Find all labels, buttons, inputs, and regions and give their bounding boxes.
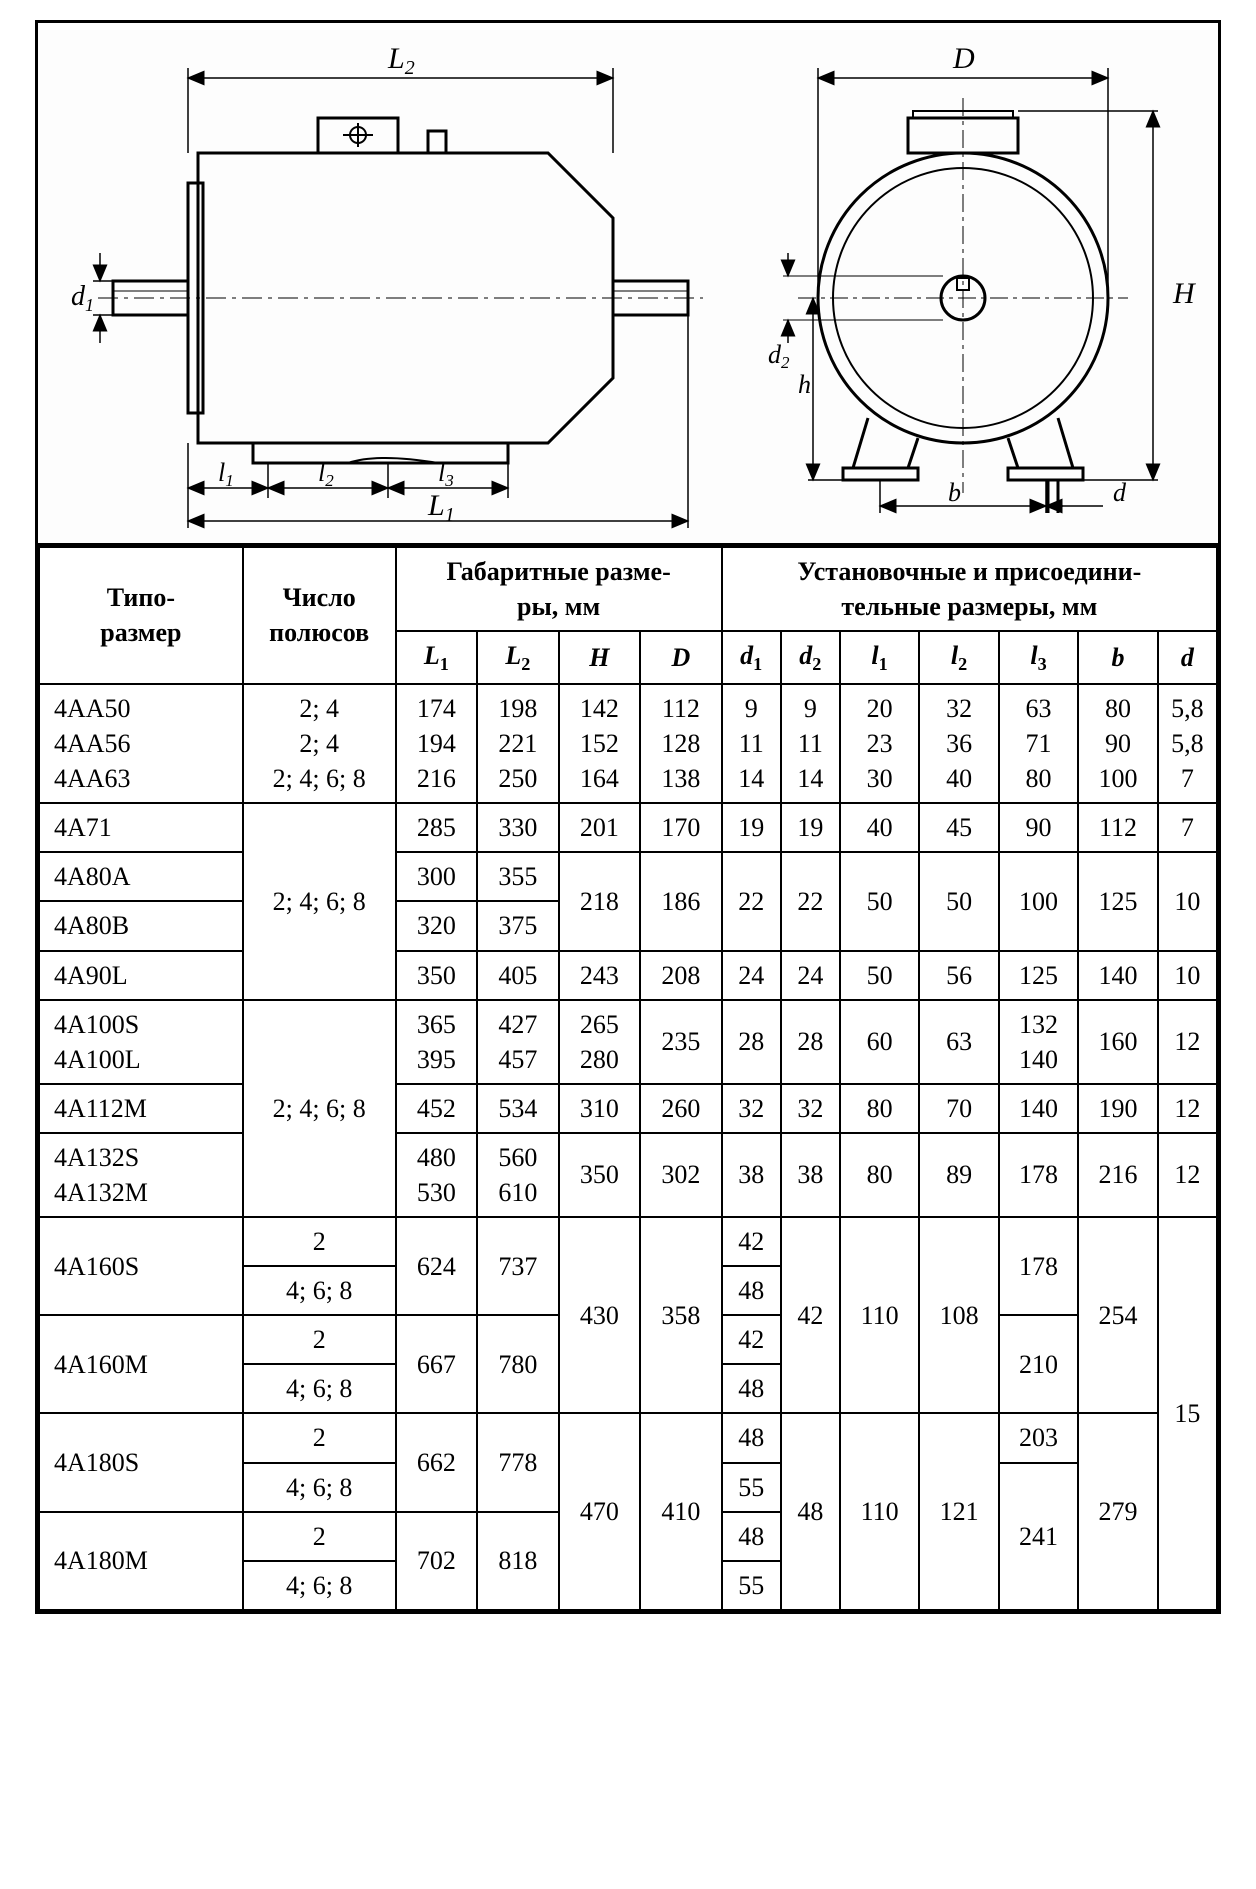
col-group-ustanov: Установочные и присоедини-тельные размер… — [722, 547, 1217, 631]
dim-l1: l1 — [218, 458, 234, 490]
col-group-gabarit: Габаритные разме-ры, мм — [396, 547, 722, 631]
dim-d: d — [1113, 478, 1127, 507]
page-frame: L2 d1 l1 l2 l3 — [35, 20, 1221, 1614]
col-l2: l2 — [919, 631, 998, 684]
col-l3: l3 — [999, 631, 1078, 684]
table-row: 4AA504AA564AA63 2; 42; 42; 4; 6; 8 17419… — [39, 684, 1217, 803]
dim-d1: d1 — [71, 281, 94, 315]
dim-d2: d2 — [768, 340, 790, 372]
table-header: Типо-размер Числополюсов Габаритные разм… — [39, 547, 1217, 684]
col-L2: L2 — [477, 631, 559, 684]
col-d2: d2 — [781, 631, 840, 684]
table-row: 4A80A 300 355 218 186 22 22 50 50 100 12… — [39, 852, 1217, 901]
dim-H: H — [1172, 277, 1197, 310]
motor-diagram: L2 d1 l1 l2 l3 — [38, 23, 1218, 546]
col-H: H — [559, 631, 641, 684]
col-L1: L1 — [396, 631, 478, 684]
col-poles: Числополюсов — [243, 547, 396, 684]
table-row: 4A180S 2 662 778 470 410 48 48 110 121 2… — [39, 1413, 1217, 1462]
col-d: d — [1158, 631, 1217, 684]
dim-b: b — [948, 478, 961, 507]
table-row: 4A112M 452 534 310 260 32 32 80 70 140 1… — [39, 1084, 1217, 1133]
col-l1: l1 — [840, 631, 919, 684]
dim-L2: L2 — [387, 42, 415, 79]
col-type: Типо-размер — [39, 547, 243, 684]
table-row: 4A71 2; 4; 6; 8 285 330 201 170 19 19 40… — [39, 803, 1217, 852]
col-D: D — [640, 631, 722, 684]
dim-h: h — [798, 370, 811, 399]
front-view — [783, 68, 1158, 513]
table-row: 4A160S 2 624 737 430 358 42 42 110 108 1… — [39, 1217, 1217, 1266]
dimensions-table: Типо-размер Числополюсов Габаритные разм… — [38, 546, 1218, 1611]
side-view — [98, 118, 703, 463]
table-row: 4A132S4A132M 480530 560610 350 302 38 38… — [39, 1133, 1217, 1217]
diagram-svg: L2 d1 l1 l2 l3 — [38, 23, 1218, 543]
col-b: b — [1078, 631, 1157, 684]
table-row: 4A90L 350 405 243 208 24 24 50 56 125 14… — [39, 951, 1217, 1000]
dim-D: D — [952, 42, 975, 75]
col-d1: d1 — [722, 631, 781, 684]
table-row: 4A100S4A100L 2; 4; 6; 8 365395 427457 26… — [39, 1000, 1217, 1084]
dim-L1: L1 — [427, 489, 455, 526]
